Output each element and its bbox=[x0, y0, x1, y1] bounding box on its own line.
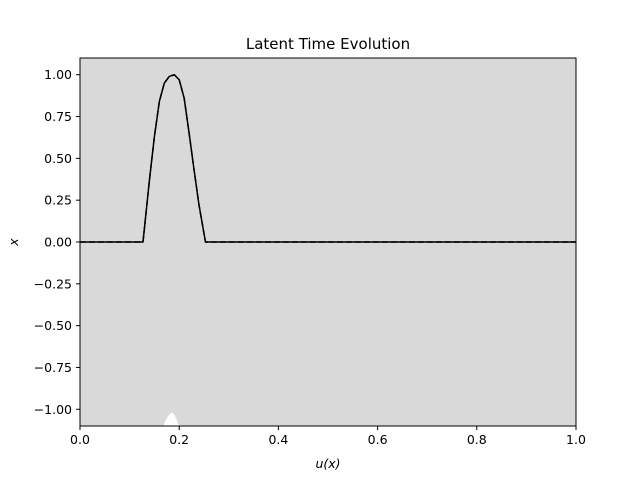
series-layer bbox=[80, 73, 576, 243]
y-tick-label: 0.50 bbox=[44, 151, 72, 166]
x-tick-label: 0.6 bbox=[368, 432, 388, 447]
x-tick-label: 0.0 bbox=[70, 432, 90, 447]
x-axis-label: u(x) bbox=[315, 456, 340, 471]
y-tick-label: 1.00 bbox=[44, 67, 72, 82]
white-bump-shape bbox=[163, 412, 180, 426]
y-tick-label: −0.25 bbox=[34, 276, 72, 291]
y-tick-label: −0.50 bbox=[34, 318, 72, 333]
y-tick-label: −0.75 bbox=[34, 360, 72, 375]
shapes-layer bbox=[163, 412, 180, 426]
y-tick-label: 0.25 bbox=[44, 193, 72, 208]
x-tick-label: 0.8 bbox=[467, 432, 487, 447]
dashed-series-line bbox=[80, 73, 576, 243]
y-tick-label: 0.00 bbox=[44, 235, 72, 250]
y-tick-label: 0.75 bbox=[44, 109, 72, 124]
x-axis: 0.0 0.2 0.4 0.6 0.8 1.0 bbox=[70, 426, 586, 447]
x-tick-label: 0.2 bbox=[169, 432, 189, 447]
x-tick-label: 1.0 bbox=[566, 432, 586, 447]
y-axis: −1.00 −0.75 −0.50 −0.25 0.00 0.25 0.50 0.75 1.00 bbox=[34, 67, 80, 417]
x-tick-label: 0.4 bbox=[268, 432, 288, 447]
chart-title: Latent Time Evolution bbox=[246, 35, 410, 53]
y-axis-label: x bbox=[6, 238, 21, 247]
y-tick-label: −1.00 bbox=[34, 402, 72, 417]
